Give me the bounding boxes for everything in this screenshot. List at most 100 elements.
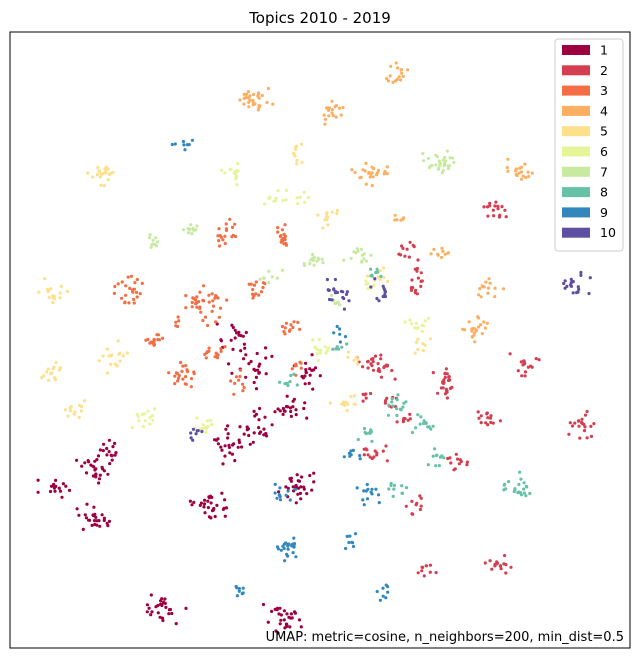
point-topic-4-141 <box>501 287 506 291</box>
point-topic-9-14 <box>291 542 295 546</box>
point-topic-2-130 <box>413 267 417 271</box>
point-topic-8-99 <box>334 347 338 351</box>
plot-area <box>9 31 631 649</box>
point-topic-9-70 <box>384 583 388 587</box>
legend-label-1: 1 <box>600 43 608 58</box>
point-topic-3-69 <box>151 342 156 346</box>
point-topic-8-38 <box>519 477 523 481</box>
point-topic-4-18 <box>248 94 252 98</box>
point-topic-6-29 <box>150 414 154 418</box>
point-topic-3-48 <box>218 306 223 310</box>
point-topic-9-81 <box>170 142 174 147</box>
point-topic-3-94 <box>218 244 222 248</box>
point-topic-2-75 <box>489 414 493 418</box>
point-topic-9-54 <box>361 498 365 502</box>
point-topic-2-91 <box>583 413 588 417</box>
point-topic-1-96 <box>113 453 117 457</box>
point-topic-1-180 <box>261 602 266 607</box>
point-topic-1-270 <box>252 380 256 385</box>
point-topic-2-202 <box>428 563 432 567</box>
point-topic-3-79 <box>184 375 188 379</box>
point-topic-6-32 <box>130 425 134 430</box>
legend-swatch-9 <box>562 207 590 218</box>
point-topic-9-91 <box>338 340 342 344</box>
point-topic-3-104 <box>234 234 238 239</box>
point-topic-2-8 <box>371 368 376 372</box>
point-topic-3-114 <box>282 232 286 236</box>
point-topic-1-46 <box>161 618 165 623</box>
point-topic-8-56 <box>517 482 521 487</box>
point-topic-2-27 <box>379 357 383 361</box>
point-topic-3-88 <box>186 370 190 374</box>
point-topic-5-73 <box>63 408 67 412</box>
point-topic-9-83 <box>187 143 191 147</box>
point-topic-5-10 <box>107 172 111 176</box>
point-topic-2-37 <box>444 367 448 371</box>
point-topic-4-78 <box>364 161 368 165</box>
point-topic-1-266 <box>291 399 295 403</box>
point-topic-2-135 <box>414 288 418 292</box>
point-topic-2-162 <box>419 496 423 500</box>
point-topic-8-88 <box>292 372 296 376</box>
legend-label-7: 7 <box>600 164 608 179</box>
point-topic-3-167 <box>261 281 266 285</box>
point-topic-1-5 <box>83 513 87 517</box>
point-topic-6-15 <box>284 188 288 192</box>
point-topic-1-127 <box>188 499 192 503</box>
point-topic-3-82 <box>176 379 180 383</box>
point-topic-2-86 <box>570 424 575 428</box>
point-topic-1-275 <box>227 362 231 366</box>
point-topic-1-56 <box>106 472 110 476</box>
point-topic-5-93 <box>345 408 349 413</box>
point-topic-3-150 <box>284 321 288 325</box>
point-topic-1-289 <box>270 354 274 358</box>
point-topic-1-30 <box>164 605 168 610</box>
point-topic-2-77 <box>489 420 493 425</box>
point-topic-2-193 <box>493 564 497 568</box>
point-topic-6-43 <box>199 427 203 431</box>
point-topic-7-31 <box>438 162 442 166</box>
point-topic-5-25 <box>58 296 62 300</box>
point-topic-6-68 <box>413 326 417 330</box>
point-topic-9-56 <box>377 501 381 505</box>
point-topic-9-87 <box>190 138 194 142</box>
point-topic-9-20 <box>283 559 287 563</box>
point-topic-5-119 <box>386 279 390 284</box>
point-topic-1-47 <box>184 606 188 611</box>
point-topic-1-27 <box>163 597 167 601</box>
point-topic-3-138 <box>219 347 223 351</box>
point-topic-1-122 <box>209 516 213 520</box>
point-topic-5-80 <box>335 211 339 216</box>
point-topic-1-161 <box>300 475 304 479</box>
point-topic-1-286 <box>252 367 256 371</box>
point-topic-5-75 <box>80 404 84 409</box>
point-topic-3-72 <box>181 364 185 368</box>
point-topic-3-156 <box>257 293 261 297</box>
point-topic-1-120 <box>203 498 207 502</box>
point-topic-2-165 <box>419 504 423 508</box>
point-topic-1-218 <box>214 438 219 442</box>
point-topic-1-34 <box>149 613 153 617</box>
point-topic-6-35 <box>153 407 157 411</box>
point-topic-3-152 <box>282 330 286 334</box>
point-topic-9-85 <box>181 139 185 144</box>
point-topic-9-71 <box>384 596 388 600</box>
point-topic-1-117 <box>202 505 206 509</box>
legend: 1 2 3 4 5 6 7 8 9 10 <box>554 38 624 252</box>
point-topic-3-52 <box>198 290 202 294</box>
point-topic-3-172 <box>234 375 238 379</box>
legend-swatch-3 <box>562 85 590 96</box>
point-topic-6-13 <box>223 171 227 175</box>
point-topic-3-188 <box>174 320 178 324</box>
point-topic-5-35 <box>52 294 56 298</box>
point-topic-6-76 <box>302 190 306 194</box>
point-topic-5-11 <box>97 170 101 174</box>
point-topic-1-67 <box>89 463 93 467</box>
point-topic-5-61 <box>53 376 57 380</box>
point-topic-2-134 <box>416 258 420 262</box>
point-topic-6-48 <box>210 423 214 427</box>
point-topic-4-31 <box>327 106 332 110</box>
point-topic-4-26 <box>251 100 255 104</box>
point-topic-6-8 <box>236 162 240 166</box>
point-topic-2-33 <box>436 391 440 395</box>
